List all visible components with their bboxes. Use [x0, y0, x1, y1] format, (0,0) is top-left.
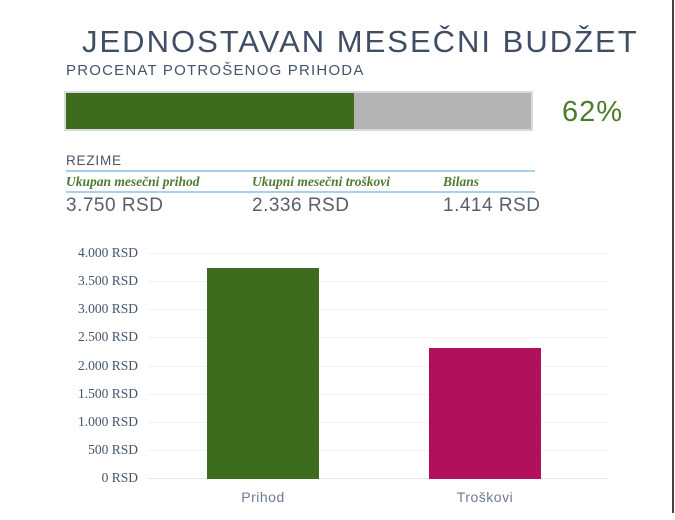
- summary-header-expenses: Ukupni mesečni troškovi: [252, 174, 391, 189]
- bar-prihod: [207, 268, 319, 479]
- window-right-edge: [672, 0, 674, 513]
- y-axis-tick-label: 1.500 RSD: [77, 386, 138, 401]
- y-axis-tick-label: 2.500 RSD: [77, 329, 138, 344]
- y-axis-tick-label: 0 RSD: [101, 470, 138, 485]
- x-axis-label-prihod: Prihod: [241, 489, 285, 505]
- gridline: [148, 309, 608, 310]
- progress-percent-value: 62%: [562, 96, 624, 128]
- summary-header-income: Ukupan mesečni prihod: [66, 174, 200, 189]
- summary-value-income: 3.750 RSD: [66, 195, 164, 216]
- page-title: JEDNOSTAVAN MESEČNI BUDŽET: [82, 24, 639, 59]
- gridline: [148, 422, 608, 423]
- summary-divider-top: [66, 170, 535, 172]
- summary-title: REZIME: [66, 153, 122, 168]
- y-axis-tick-label: 3.500 RSD: [77, 273, 138, 288]
- gridline: [148, 366, 608, 367]
- y-axis-tick-label: 4.000 RSD: [77, 245, 138, 260]
- y-axis-tick-label: 3.000 RSD: [77, 301, 138, 316]
- summary-header-balance: Bilans: [443, 174, 480, 189]
- y-axis-tick-label: 1.000 RSD: [77, 414, 138, 429]
- baseline-gridline: [148, 478, 608, 479]
- progress-bar-track: [64, 91, 533, 131]
- summary-value-expenses: 2.336 RSD: [252, 195, 350, 216]
- gridline: [148, 337, 608, 338]
- gridline: [148, 450, 608, 451]
- summary-value-balance: 1.414 RSD: [443, 195, 541, 216]
- x-axis-label-troskovi: Troškovi: [456, 489, 514, 505]
- y-axis-tick-label: 500 RSD: [88, 442, 138, 457]
- gridline: [148, 253, 608, 254]
- bar-troskovi: [429, 348, 541, 479]
- summary-divider-bottom: [66, 191, 535, 193]
- progress-bar-fill: [66, 93, 355, 129]
- gridline: [148, 281, 608, 282]
- progress-section-label: PROCENAT POTROŠENOG PRIHODA: [66, 62, 365, 79]
- gridline: [148, 394, 608, 395]
- y-axis-tick-label: 2.000 RSD: [77, 358, 138, 373]
